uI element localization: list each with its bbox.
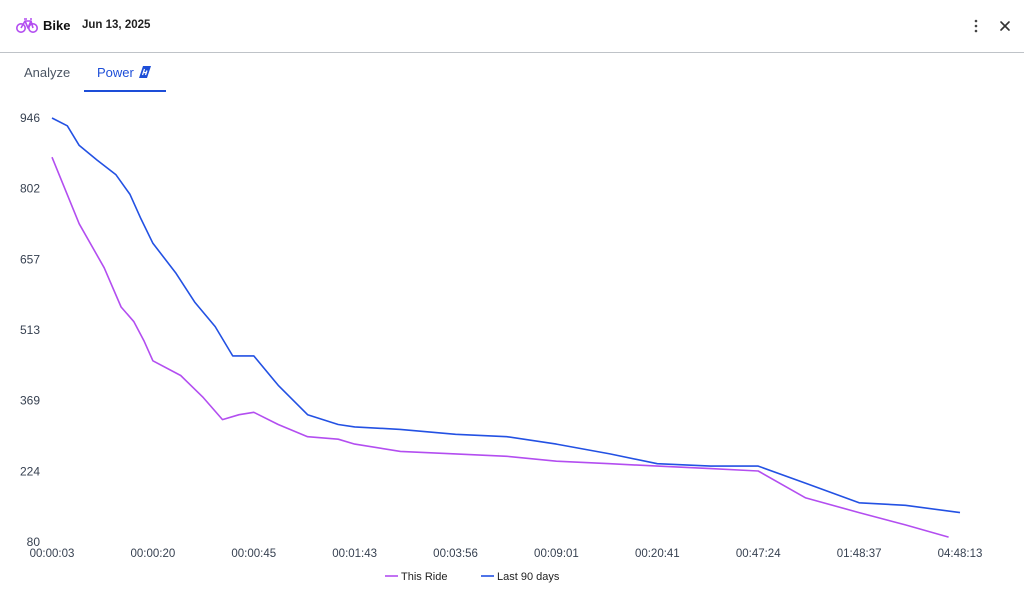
power-curve-chart: 80 224 369 513 657 802 946 00:00:03 00:00:20 00:0…: [0, 100, 1024, 595]
more-options-icon[interactable]: [968, 15, 984, 37]
y-tick-label: 802: [20, 182, 40, 196]
tab-analyze[interactable]: Analyze: [24, 65, 71, 80]
power-curve-svg: 80 224 369 513 657 802 946 00:00:03 00:00:20 00:0…: [20, 111, 983, 583]
tab-bar: Analyze Power: [0, 53, 1024, 93]
y-tick-label: 946: [20, 111, 40, 125]
y-tick-label: 513: [20, 323, 40, 337]
legend-label: Last 90 days: [497, 571, 560, 583]
power-meter-badge-icon: [139, 66, 151, 78]
y-tick-label: 657: [20, 252, 40, 266]
series-line-last-90-days: [51, 117, 961, 514]
legend-label: This Ride: [401, 571, 447, 583]
x-tick-label: 00:00:45: [231, 548, 276, 560]
y-tick-label: 224: [20, 464, 40, 478]
x-tick-label: 01:48:37: [837, 548, 882, 560]
x-tick-label: 00:00:20: [131, 548, 176, 560]
modal-header: Bike Jun 13, 2025: [0, 0, 1024, 53]
activity-title: Bike: [43, 18, 71, 33]
y-tick-label: 369: [20, 394, 40, 408]
x-tick-label: 00:47:24: [736, 548, 781, 560]
activity-date: Jun 13, 2025: [82, 19, 151, 31]
x-tick-label: 00:20:41: [635, 548, 680, 560]
active-tab-indicator: [84, 90, 166, 92]
y-tick-label: 80: [27, 535, 41, 549]
x-tick-label: 00:09:01: [534, 548, 579, 560]
x-tick-label: 00:01:43: [332, 548, 377, 560]
x-tick-label: 04:48:13: [938, 548, 983, 560]
close-icon[interactable]: [996, 15, 1014, 37]
bike-icon: [16, 18, 38, 33]
x-tick-label: 00:00:03: [30, 548, 75, 560]
series-line-this-ride: [51, 156, 949, 538]
tab-power[interactable]: Power: [97, 65, 134, 80]
x-tick-label: 00:03:56: [433, 548, 478, 560]
